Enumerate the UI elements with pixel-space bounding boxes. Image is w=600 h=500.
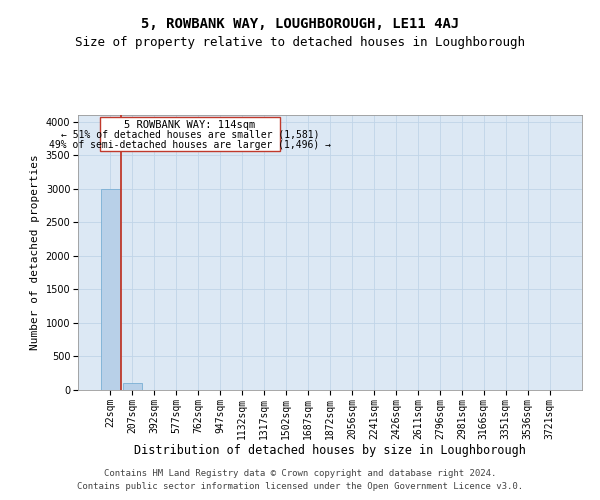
Bar bbox=[101, 189, 119, 390]
X-axis label: Distribution of detached houses by size in Loughborough: Distribution of detached houses by size … bbox=[134, 444, 526, 458]
Text: Size of property relative to detached houses in Loughborough: Size of property relative to detached ho… bbox=[75, 36, 525, 49]
Text: 5, ROWBANK WAY, LOUGHBOROUGH, LE11 4AJ: 5, ROWBANK WAY, LOUGHBOROUGH, LE11 4AJ bbox=[141, 18, 459, 32]
Text: ← 51% of detached houses are smaller (1,581): ← 51% of detached houses are smaller (1,… bbox=[61, 130, 319, 140]
Y-axis label: Number of detached properties: Number of detached properties bbox=[30, 154, 40, 350]
Text: Contains HM Land Registry data © Crown copyright and database right 2024.
Contai: Contains HM Land Registry data © Crown c… bbox=[77, 470, 523, 491]
FancyBboxPatch shape bbox=[100, 117, 280, 151]
Bar bbox=[123, 384, 142, 390]
Text: 49% of semi-detached houses are larger (1,496) →: 49% of semi-detached houses are larger (… bbox=[49, 140, 331, 150]
Text: 5 ROWBANK WAY: 114sqm: 5 ROWBANK WAY: 114sqm bbox=[124, 120, 256, 130]
